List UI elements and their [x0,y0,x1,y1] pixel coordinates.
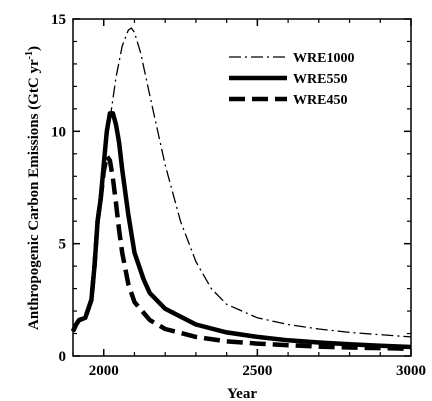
series-line-wre550 [70,111,412,350]
x-tick-label-1: 2500 [242,363,272,379]
y-axis-title-superscript: -1 [24,51,35,59]
legend: WRE1000 WRE550 WRE450 [229,51,354,108]
legend-label-wre450: WRE450 [293,93,347,108]
x-axis-title: Year [227,386,257,401]
y-tick-label-0: 0 [59,349,67,365]
x-tick-label-2: 3000 [396,363,426,379]
y-tick-label-3: 15 [51,12,66,28]
y-tick-label-1: 5 [59,237,67,253]
plot-frame [72,18,412,357]
y-axis-title: Anthropogenic Carbon Emissions (GtC yr-1… [24,46,42,330]
series-line-wre450 [70,153,412,352]
legend-label-wre1000: WRE1000 [293,51,354,66]
legend-label-wre550: WRE550 [293,72,347,87]
x-tick-label-0: 2000 [89,363,119,379]
ticks-layer: 2000 2500 3000 0 5 10 15 [51,12,426,379]
y-axis-title-main: Anthropogenic Carbon Emissions (GtC yr [26,59,42,330]
y-tick-label-2: 10 [51,124,66,140]
series-layer [70,27,412,352]
y-axis-title-close: ) [26,46,42,51]
